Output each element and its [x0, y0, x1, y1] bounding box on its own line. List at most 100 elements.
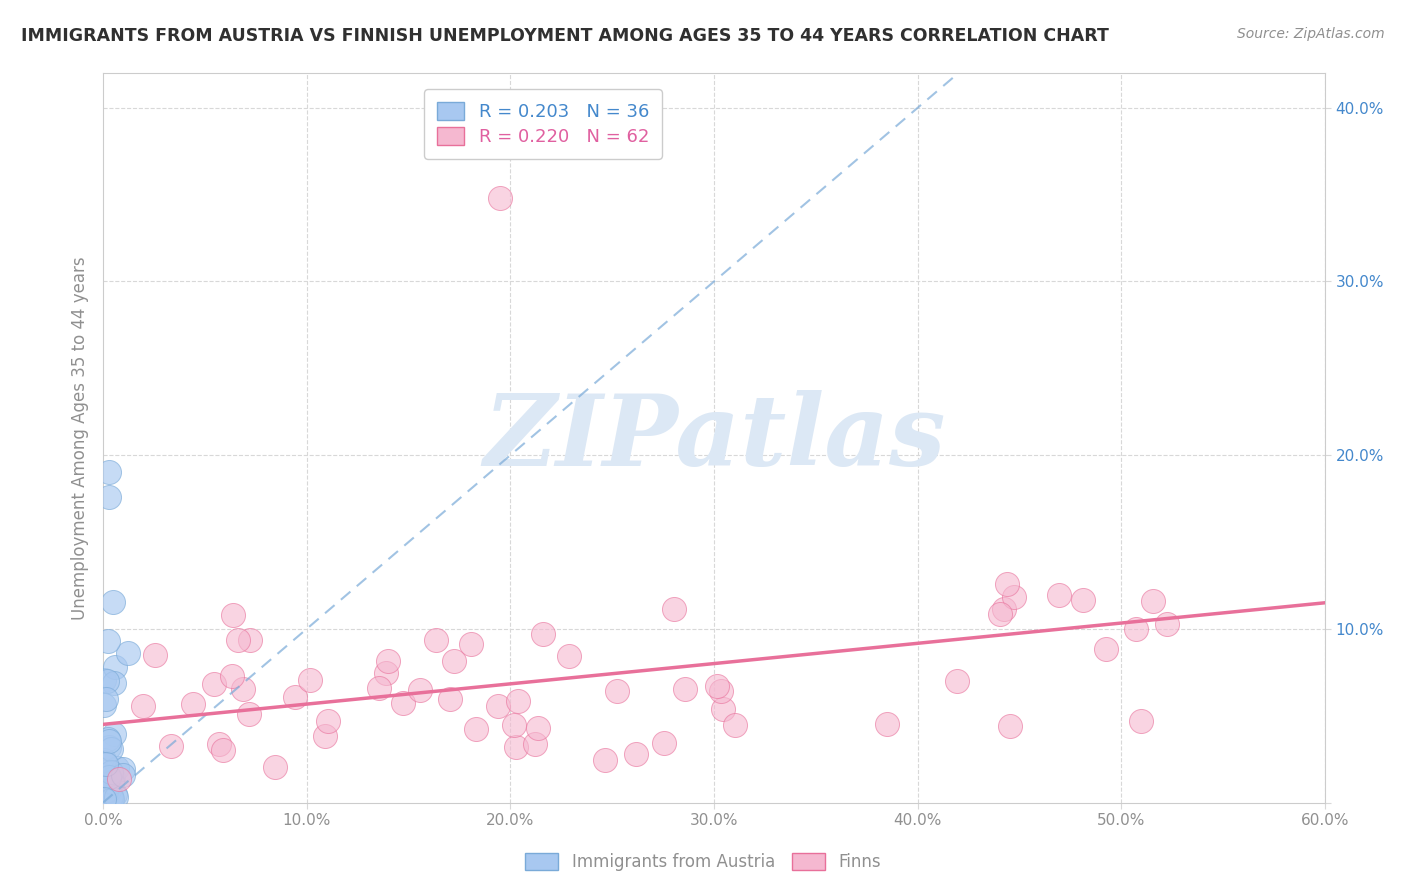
Point [112, 762, 135, 776]
Point [624, 747, 647, 761]
Point [97, 732, 120, 747]
Point [101, 775, 124, 789]
Point [1000, 719, 1022, 733]
Point [208, 737, 231, 751]
Point [995, 576, 1018, 591]
Point [222, 607, 245, 622]
Point [104, 660, 127, 674]
Point [711, 702, 734, 716]
Point [98, 783, 121, 797]
Point [988, 607, 1011, 622]
Point [103, 727, 125, 741]
Point [284, 690, 307, 704]
Point [94, 784, 117, 798]
Point [160, 739, 183, 754]
Point [221, 669, 243, 683]
Point [1047, 588, 1070, 602]
Point [593, 753, 616, 767]
Point [117, 646, 139, 660]
Point [103, 595, 125, 609]
Point [1125, 622, 1147, 636]
Point [98, 491, 121, 505]
Text: ZIPatlas: ZIPatlas [482, 390, 945, 486]
Point [673, 681, 696, 696]
Point [97, 633, 120, 648]
Point [97, 740, 120, 755]
Point [264, 760, 287, 774]
Point [1094, 641, 1116, 656]
Point [202, 677, 225, 691]
Point [238, 706, 260, 721]
Point [232, 682, 254, 697]
Point [105, 789, 128, 804]
Point [93, 768, 115, 782]
Point [100, 792, 122, 806]
Point [314, 729, 336, 743]
Point [98, 733, 121, 747]
Point [103, 676, 125, 690]
Point [212, 742, 235, 756]
Point [143, 648, 166, 663]
Point [100, 742, 122, 756]
Point [652, 736, 675, 750]
Point [946, 674, 969, 689]
Point [298, 673, 321, 687]
Text: Source: ZipAtlas.com: Source: ZipAtlas.com [1237, 27, 1385, 41]
Point [876, 717, 898, 731]
Y-axis label: Unemployment Among Ages 35 to 44 years: Unemployment Among Ages 35 to 44 years [72, 256, 89, 620]
Point [93, 792, 115, 806]
Point [489, 191, 512, 205]
Point [367, 681, 389, 696]
Point [318, 714, 340, 728]
Point [98, 466, 121, 480]
Point [558, 648, 581, 663]
Point [506, 694, 529, 708]
Point [94, 756, 117, 771]
Point [531, 627, 554, 641]
Legend: R = 0.203   N = 36, R = 0.220   N = 62: R = 0.203 N = 36, R = 0.220 N = 62 [425, 89, 662, 159]
Point [724, 718, 747, 732]
Point [425, 633, 447, 648]
Point [505, 739, 527, 754]
Point [375, 665, 398, 680]
Point [706, 679, 728, 693]
Point [181, 697, 204, 711]
Point [460, 637, 482, 651]
Point [111, 767, 134, 781]
Point [100, 764, 122, 779]
Point [1156, 617, 1178, 632]
Point [524, 737, 547, 751]
Point [100, 789, 122, 803]
Point [486, 699, 509, 714]
Point [94, 780, 117, 794]
Point [1142, 594, 1164, 608]
Legend: Immigrants from Austria, Finns: Immigrants from Austria, Finns [517, 845, 889, 880]
Point [226, 633, 249, 648]
Point [104, 787, 127, 801]
Point [132, 698, 155, 713]
Point [606, 683, 628, 698]
Point [409, 682, 432, 697]
Point [239, 633, 262, 648]
Text: IMMIGRANTS FROM AUSTRIA VS FINNISH UNEMPLOYMENT AMONG AGES 35 TO 44 YEARS CORREL: IMMIGRANTS FROM AUSTRIA VS FINNISH UNEMP… [21, 27, 1109, 45]
Point [392, 696, 415, 710]
Point [1071, 593, 1094, 607]
Point [93, 673, 115, 687]
Point [96, 673, 118, 688]
Point [710, 684, 733, 698]
Point [93, 753, 115, 767]
Point [443, 654, 465, 668]
Point [527, 721, 550, 735]
Point [105, 761, 128, 775]
Point [502, 718, 524, 732]
Point [100, 792, 122, 806]
Point [662, 602, 685, 616]
Point [93, 765, 115, 780]
Point [439, 692, 461, 706]
Point [93, 698, 115, 712]
Point [96, 692, 118, 706]
Point [1002, 590, 1025, 604]
Point [101, 771, 124, 785]
Point [464, 722, 486, 736]
Point [1129, 714, 1152, 729]
